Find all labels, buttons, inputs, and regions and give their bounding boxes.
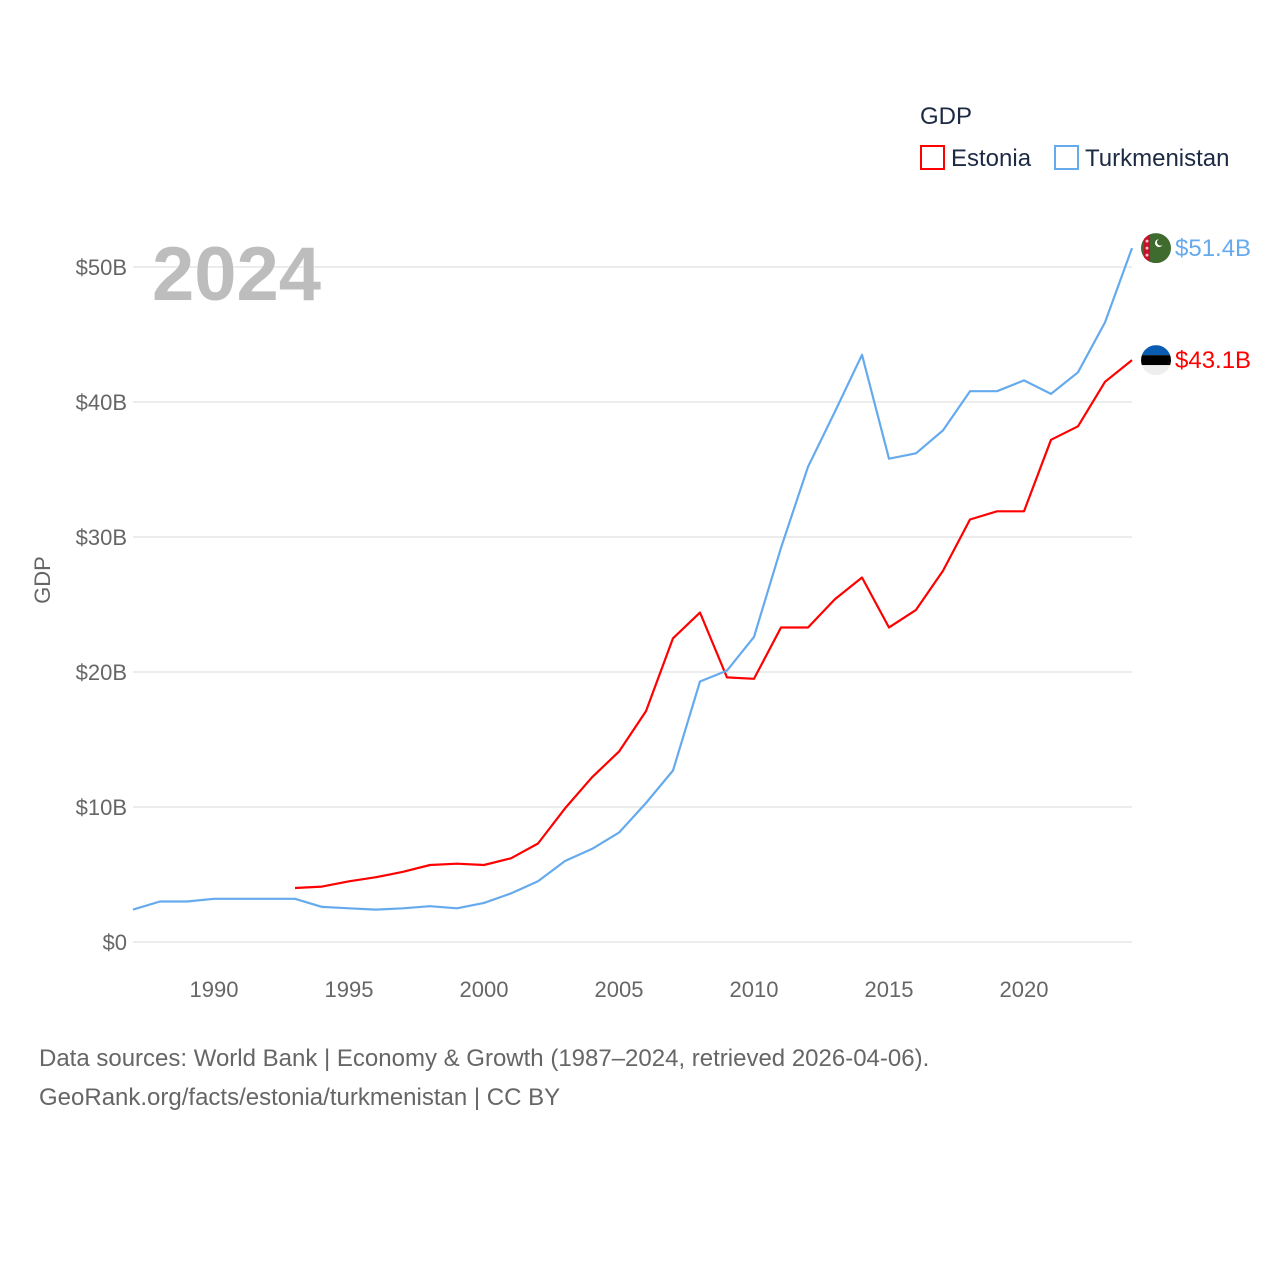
- legend-label-estonia[interactable]: Estonia: [951, 145, 1032, 172]
- x-tick-label: 1995: [325, 977, 374, 1002]
- y-tick-label: $20B: [76, 660, 127, 685]
- y-tick-label: $30B: [76, 525, 127, 550]
- turkmenistan-end-label: $51.4B: [1175, 235, 1251, 262]
- x-tick-label: 1990: [190, 977, 239, 1002]
- y-axis-label: GDP: [30, 556, 55, 604]
- source-note: Data sources: World Bank | Economy & Gro…: [39, 1045, 930, 1072]
- x-tick-label: 2010: [730, 977, 779, 1002]
- x-tick-label: 2015: [865, 977, 914, 1002]
- source-url: GeoRank.org/facts/estonia/turkmenistan |…: [39, 1084, 561, 1111]
- estonia-end-label: $43.1B: [1175, 347, 1251, 374]
- legend-swatch-turkmenistan[interactable]: [1054, 145, 1079, 170]
- turkmenistan-line: [132, 247, 1134, 911]
- legend-title: GDP: [920, 103, 972, 130]
- y-tick-label: $50B: [76, 255, 127, 280]
- legend-swatch-estonia[interactable]: [920, 145, 945, 170]
- legend: GDP Estonia Turkmenistan: [920, 103, 1230, 172]
- estonia-line: [294, 359, 1133, 890]
- x-tick-label: 2020: [1000, 977, 1049, 1002]
- turkmenistan-flag-icon: [1141, 233, 1171, 264]
- x-tick-label: 2000: [460, 977, 509, 1002]
- y-tick-label: $40B: [76, 390, 127, 415]
- estonia-flag-icon: [1141, 345, 1171, 376]
- y-tick-label: $0: [103, 930, 127, 955]
- y-tick-label: $10B: [76, 795, 127, 820]
- legend-label-turkmenistan[interactable]: Turkmenistan: [1085, 145, 1230, 172]
- year-watermark: 2024: [152, 232, 321, 317]
- x-tick-label: 2005: [595, 977, 644, 1002]
